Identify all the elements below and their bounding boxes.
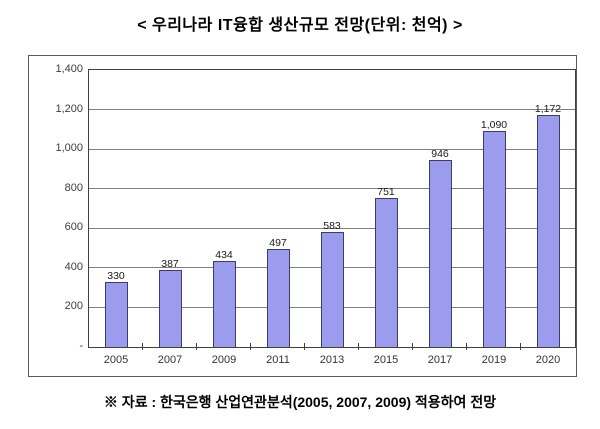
bar-slot: 497 — [251, 70, 305, 347]
bar-2020: 1,172 — [535, 103, 561, 347]
bar-slot: 946 — [413, 70, 467, 347]
chart-title: < 우리나라 IT융합 생산규모 전망(단위: 천억) > — [137, 17, 463, 34]
bar-value-label: 751 — [377, 186, 395, 198]
bar-slot: 434 — [197, 70, 251, 347]
x-tick-label: 2013 — [319, 354, 345, 366]
y-tick-label: 1,200 — [55, 102, 83, 115]
x-tick-label: 2019 — [481, 354, 507, 366]
bar-2013: 583 — [320, 220, 344, 347]
x-tick — [358, 343, 359, 350]
x-tick-label: 2009 — [211, 354, 237, 366]
bar-2011: 497 — [266, 237, 290, 347]
bar-value-label: 497 — [269, 237, 287, 249]
bar-value-label: 583 — [323, 220, 341, 232]
bar-slot: 1,090 — [467, 70, 521, 347]
x-tick — [250, 343, 251, 350]
x-tick-label: 2011 — [266, 354, 290, 366]
gridline — [89, 148, 575, 150]
y-tick-label: 1,400 — [55, 63, 83, 75]
x-tick — [466, 343, 467, 350]
y-tick-label: 400 — [64, 260, 83, 273]
gridline — [89, 227, 575, 229]
bar-slot: 387 — [143, 70, 197, 347]
y-tick-label: 800 — [64, 181, 83, 194]
chart-outer-frame: 1,400 1,200 1,000 800 600 400 200 - 330 387 434 49… — [28, 55, 577, 377]
x-tick-label: 2015 — [373, 354, 399, 366]
bar-2009: 434 — [212, 249, 236, 347]
bar-series: 330 387 434 497 583 751 946 1,090 1,172 — [89, 70, 575, 347]
x-tick — [520, 343, 521, 350]
y-tick-label: 1,000 — [55, 142, 83, 155]
x-tick-label: 2005 — [103, 354, 129, 366]
bar-value-label: 330 — [107, 270, 125, 282]
bar-slot: 1,172 — [521, 70, 575, 347]
x-tick-label: 2020 — [535, 354, 561, 366]
y-tick-label: - — [79, 340, 83, 352]
y-tick-label: 200 — [64, 300, 83, 313]
bar-2005: 330 — [104, 270, 128, 347]
bar-slot: 751 — [359, 70, 413, 347]
bar-value-label: 946 — [431, 148, 449, 160]
x-tick — [196, 343, 197, 350]
source-note: ※ 자료 : 한국은행 산업연관분석(2005, 2007, 2009) 적용하… — [103, 394, 497, 410]
bar-2015: 751 — [374, 186, 398, 347]
x-tick — [412, 343, 413, 350]
bar-slot: 583 — [305, 70, 359, 347]
gridline — [89, 109, 575, 111]
gridline — [89, 188, 575, 190]
bar-2017: 946 — [428, 148, 452, 347]
x-tick-label: 2007 — [157, 354, 183, 366]
y-tick-label: 600 — [64, 221, 83, 234]
bar-2007: 387 — [158, 258, 182, 347]
bar-slot: 330 — [89, 70, 143, 347]
x-tick-label: 2017 — [427, 354, 453, 366]
bar-value-label: 434 — [215, 249, 233, 261]
bar-value-label: 387 — [161, 258, 179, 270]
bar-value-label: 1,090 — [480, 119, 508, 131]
x-tick — [142, 343, 143, 350]
bar-2019: 1,090 — [481, 119, 507, 347]
x-axis-labels: 2005 2007 2009 2011 2013 2015 2017 2019 2020 — [89, 354, 575, 366]
x-tick — [304, 343, 305, 350]
bar-value-label: 1,172 — [534, 103, 562, 115]
